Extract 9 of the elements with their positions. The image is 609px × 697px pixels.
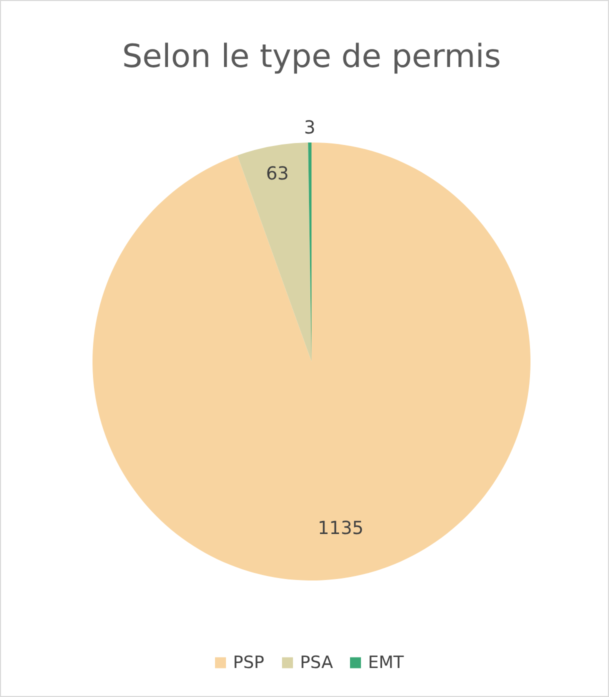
data-label: 1135 xyxy=(318,518,364,539)
chart-title: Selon le type de permis xyxy=(122,37,501,75)
pie-slice xyxy=(237,142,312,362)
legend-label: PSP xyxy=(233,652,264,673)
legend-label: EMT xyxy=(368,652,404,673)
legend-label: PSA xyxy=(300,652,334,673)
data-label: 63 xyxy=(266,164,289,185)
data-label: 3 xyxy=(304,118,316,139)
pie-slice xyxy=(92,142,530,580)
